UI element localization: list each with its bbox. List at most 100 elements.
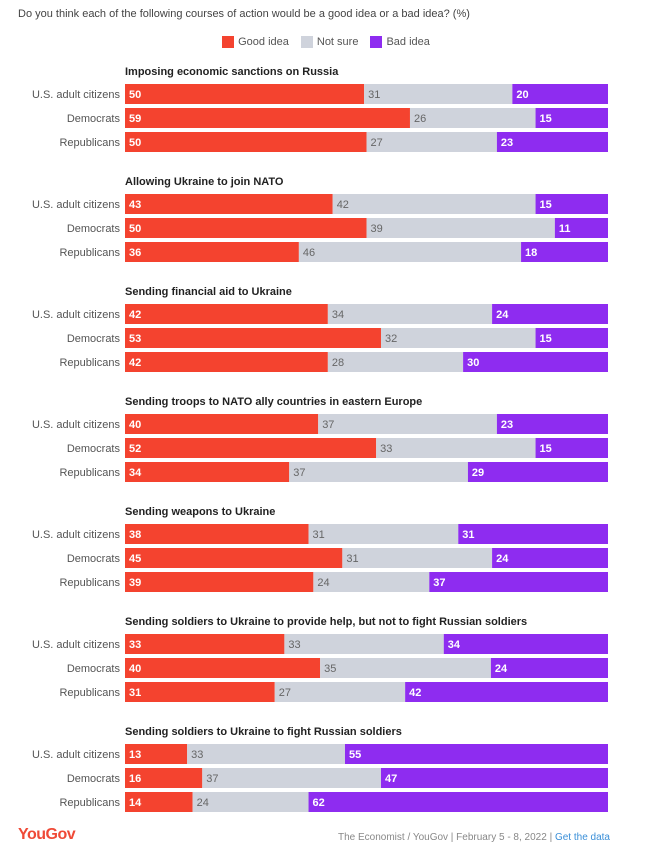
data-label-good: 50	[129, 223, 141, 235]
bar-segment-bad	[521, 242, 608, 262]
bar-segment-bad	[512, 84, 608, 104]
bar-segment-good	[125, 768, 203, 788]
data-label-not-sure: 26	[414, 113, 426, 125]
data-label-good: 14	[129, 797, 142, 809]
data-label-not-sure: 32	[385, 333, 397, 345]
footer-source-text: The Economist / YouGov | February 5 - 8,…	[337, 832, 553, 843]
legend-item-not-sure: Not sure	[300, 36, 358, 48]
bar-segment-not-sure	[289, 462, 468, 482]
data-label-bad: 24	[496, 309, 509, 321]
get-data-link[interactable]: Get the data	[554, 832, 610, 843]
bar-segment-good	[125, 682, 275, 702]
data-label-bad: 24	[495, 663, 508, 675]
data-label-not-sure: 46	[303, 247, 315, 259]
bar-segment-bad	[467, 462, 608, 482]
bar-segment-good	[125, 194, 333, 214]
bar-segment-bad	[443, 634, 608, 654]
data-label-bad: 31	[462, 529, 474, 541]
bar-segment-bad	[429, 572, 608, 592]
row-label: Republicans	[59, 577, 120, 589]
row-label: U.S. adult citizens	[32, 749, 121, 761]
bar-segment-good	[125, 658, 321, 678]
data-label-good: 39	[129, 577, 141, 589]
data-label-bad: 24	[496, 553, 509, 565]
bar-segment-not-sure	[327, 352, 464, 372]
bar-segment-good	[125, 524, 309, 544]
bar-segment-good	[125, 438, 377, 458]
bar-segment-not-sure	[327, 304, 493, 324]
row-label: U.S. adult citizens	[32, 529, 121, 541]
bar-segment-not-sure	[364, 84, 513, 104]
data-label-good: 43	[129, 199, 141, 211]
data-label-good: 42	[129, 357, 141, 369]
chart-legend: Good idea Not sure Bad idea	[0, 36, 652, 48]
data-label-not-sure: 35	[324, 663, 336, 675]
bar-segment-not-sure	[308, 524, 459, 544]
data-label-good: 33	[129, 639, 141, 651]
data-label-good: 36	[129, 247, 141, 259]
data-label-bad: 30	[467, 357, 479, 369]
group-title: Sending weapons to Ukraine	[125, 506, 275, 518]
bar-segment-bad	[535, 108, 608, 128]
row-label: U.S. adult citizens	[32, 199, 121, 211]
data-label-bad: 37	[433, 577, 445, 589]
bar-segment-not-sure	[380, 328, 536, 348]
row-label: U.S. adult citizens	[32, 639, 121, 651]
bar-segment-bad	[308, 792, 608, 812]
bar-segment-not-sure	[313, 572, 430, 592]
data-label-not-sure: 37	[206, 773, 218, 785]
data-label-not-sure: 39	[371, 223, 383, 235]
row-label: Republicans	[59, 357, 120, 369]
data-label-good: 59	[129, 113, 141, 125]
bar-segment-good	[125, 304, 328, 324]
row-label: Democrats	[67, 223, 121, 235]
bar-segment-good	[125, 328, 381, 348]
legend-swatch-bad	[370, 36, 383, 48]
row-label: Democrats	[67, 773, 121, 785]
bar-segment-not-sure	[192, 792, 309, 812]
bar-segment-not-sure	[376, 438, 536, 458]
row-label: U.S. adult citizens	[32, 309, 121, 321]
data-label-good: 40	[129, 419, 141, 431]
bar-segment-good	[125, 548, 343, 568]
chart-group: Allowing Ukraine to join NATO U.S. adult …	[32, 176, 608, 262]
bar-segment-not-sure	[366, 218, 555, 238]
row-label: U.S. adult citizens	[32, 419, 121, 431]
bar-segment-bad	[380, 768, 608, 788]
data-label-not-sure: 28	[332, 357, 344, 369]
group-title: Sending financial aid to Ukraine	[125, 286, 292, 298]
chart-group: Sending troops to NATO ally countries in…	[32, 396, 608, 482]
data-label-good: 31	[129, 687, 141, 699]
bar-segment-not-sure	[342, 548, 493, 568]
legend-item-good: Good idea	[222, 36, 289, 48]
data-label-bad: 15	[540, 113, 552, 125]
data-label-not-sure: 42	[337, 199, 349, 211]
bar-segment-not-sure	[274, 682, 406, 702]
row-label: Republicans	[59, 687, 120, 699]
bar-segment-not-sure	[332, 194, 536, 214]
data-label-good: 34	[129, 467, 142, 479]
bar-segment-bad	[405, 682, 608, 702]
yougov-logo: YouGov	[18, 826, 76, 843]
bar-segment-bad	[554, 218, 608, 238]
data-label-good: 45	[129, 553, 141, 565]
group-title: Allowing Ukraine to join NATO	[125, 176, 284, 188]
data-label-not-sure: 24	[197, 797, 209, 809]
row-label: Republicans	[59, 247, 120, 259]
chart-group: Sending soldiers to Ukraine to fight Rus…	[32, 726, 608, 812]
chart-group: Sending weapons to Ukraine U.S. adult cit…	[32, 506, 608, 592]
chart-group: Sending soldiers to Ukraine to provide h…	[32, 616, 608, 702]
row-label: Democrats	[67, 663, 121, 675]
data-label-bad: 15	[540, 443, 552, 455]
row-label: Republicans	[59, 797, 120, 809]
data-label-not-sure: 37	[293, 467, 305, 479]
row-label: Democrats	[67, 553, 121, 565]
data-label-good: 50	[129, 137, 141, 149]
data-label-bad: 23	[501, 137, 513, 149]
legend-label-good: Good idea	[238, 36, 289, 48]
data-label-good: 13	[129, 749, 141, 761]
bar-segment-not-sure	[318, 414, 497, 434]
bar-segment-good	[125, 792, 193, 812]
data-label-bad: 47	[385, 773, 397, 785]
bar-segment-good	[125, 572, 314, 592]
